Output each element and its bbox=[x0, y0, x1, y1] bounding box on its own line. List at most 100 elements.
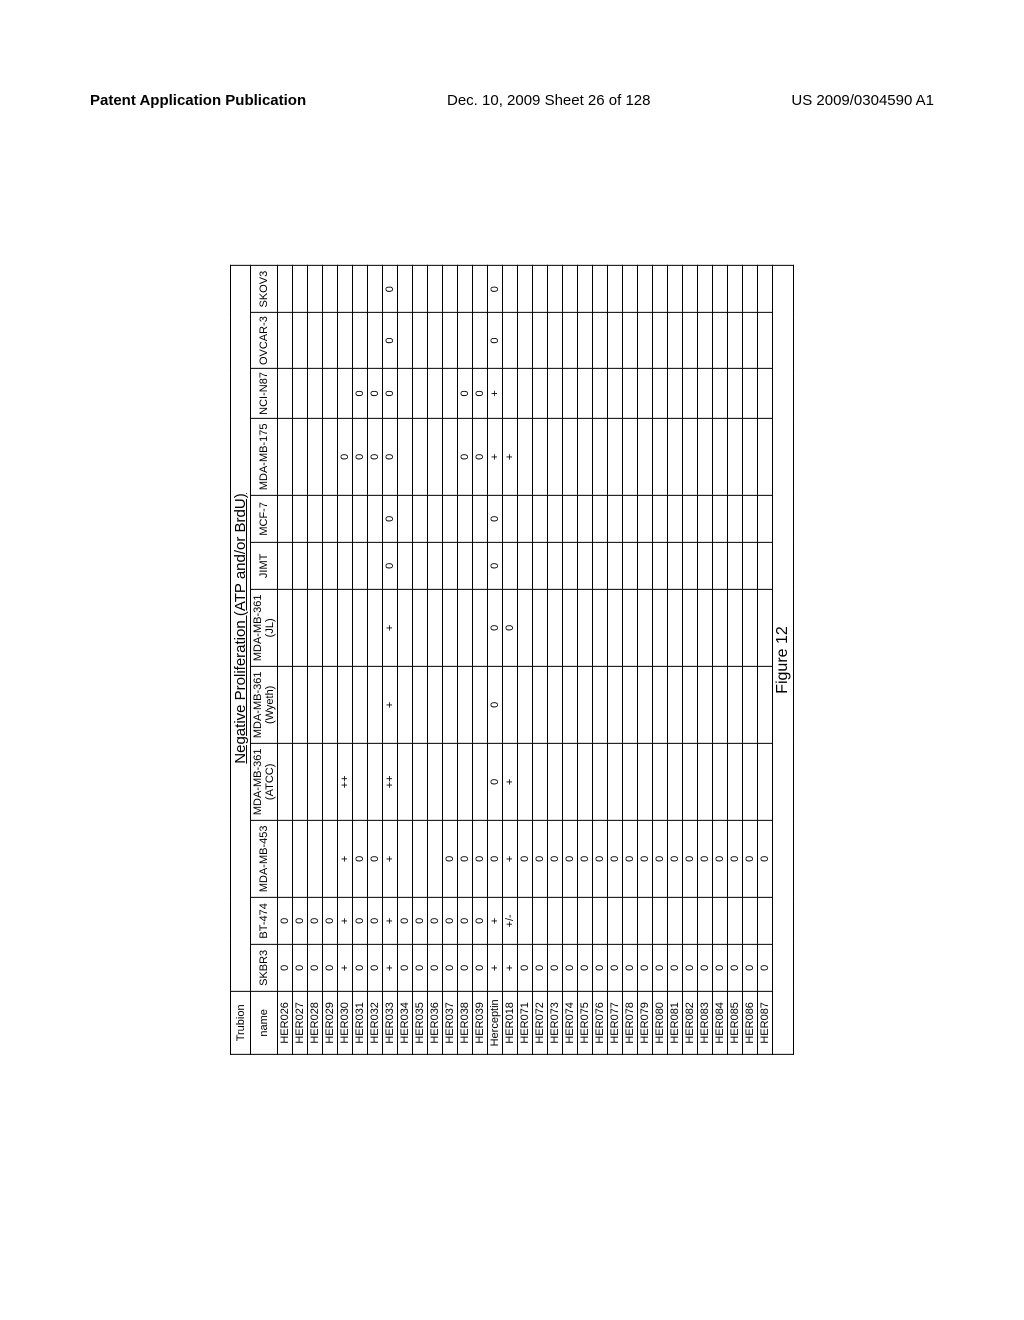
cell bbox=[698, 666, 713, 743]
row-name: HER074 bbox=[563, 991, 578, 1054]
cell: 0 bbox=[743, 944, 758, 991]
cell: 0 bbox=[368, 820, 383, 897]
cell bbox=[353, 666, 368, 743]
cell bbox=[443, 369, 458, 419]
cell: 0 bbox=[668, 944, 683, 991]
row-name: HER075 bbox=[578, 991, 593, 1054]
cell bbox=[608, 897, 623, 944]
cell: 0 bbox=[608, 820, 623, 897]
cell: + bbox=[383, 897, 398, 944]
cell bbox=[758, 542, 773, 589]
row-name: HER027 bbox=[293, 991, 308, 1054]
cell bbox=[458, 666, 473, 743]
cell bbox=[713, 897, 728, 944]
cell: + bbox=[503, 743, 518, 820]
cell bbox=[413, 743, 428, 820]
cell bbox=[353, 266, 368, 313]
cell bbox=[593, 313, 608, 369]
cell bbox=[413, 266, 428, 313]
cell bbox=[398, 418, 413, 495]
cell bbox=[443, 666, 458, 743]
cell bbox=[368, 495, 383, 542]
cell: 0 bbox=[353, 820, 368, 897]
cell bbox=[533, 369, 548, 419]
cell bbox=[293, 820, 308, 897]
cell bbox=[743, 369, 758, 419]
cell bbox=[548, 418, 563, 495]
cell bbox=[668, 495, 683, 542]
row-name: HER029 bbox=[323, 991, 338, 1054]
cell: 0 bbox=[383, 495, 398, 542]
col-mdamb175: MDA-MB-175 bbox=[251, 418, 278, 495]
row-name: HER028 bbox=[308, 991, 323, 1054]
cell bbox=[458, 495, 473, 542]
cell bbox=[473, 666, 488, 743]
table-row: HER03900000 bbox=[473, 266, 488, 1055]
cell bbox=[458, 313, 473, 369]
cell bbox=[698, 495, 713, 542]
cell bbox=[593, 897, 608, 944]
cell bbox=[278, 495, 293, 542]
cell bbox=[428, 666, 443, 743]
cell: 0 bbox=[488, 589, 503, 666]
cell bbox=[308, 666, 323, 743]
cell bbox=[323, 743, 338, 820]
cell bbox=[518, 897, 533, 944]
cell: + bbox=[503, 944, 518, 991]
cell: 0 bbox=[698, 820, 713, 897]
row-name: HER037 bbox=[443, 991, 458, 1054]
cell: 0 bbox=[458, 418, 473, 495]
cell: 0 bbox=[293, 944, 308, 991]
cell bbox=[413, 542, 428, 589]
cell bbox=[563, 589, 578, 666]
row-name: HER033 bbox=[383, 991, 398, 1054]
cell bbox=[413, 369, 428, 419]
cell bbox=[608, 589, 623, 666]
cell bbox=[698, 313, 713, 369]
table-row: HER02600 bbox=[278, 266, 293, 1055]
table-wrap: Trubion Negative Proliferation (ATP and/… bbox=[230, 265, 794, 1055]
row-name: HER086 bbox=[743, 991, 758, 1054]
cell bbox=[653, 666, 668, 743]
cell bbox=[308, 495, 323, 542]
row-name: HER081 bbox=[668, 991, 683, 1054]
table-row: HER08200 bbox=[683, 266, 698, 1055]
cell: 0 bbox=[758, 820, 773, 897]
cell bbox=[623, 495, 638, 542]
table-row: HER08500 bbox=[728, 266, 743, 1055]
cell bbox=[668, 589, 683, 666]
row-name: HER078 bbox=[623, 991, 638, 1054]
cell bbox=[398, 266, 413, 313]
cell bbox=[338, 266, 353, 313]
cell bbox=[323, 495, 338, 542]
cell bbox=[533, 743, 548, 820]
cell bbox=[368, 743, 383, 820]
cell bbox=[593, 418, 608, 495]
row-name: HER084 bbox=[713, 991, 728, 1054]
cell: 0 bbox=[578, 944, 593, 991]
cell bbox=[413, 495, 428, 542]
cell bbox=[293, 369, 308, 419]
cell bbox=[458, 589, 473, 666]
cell bbox=[548, 369, 563, 419]
cell bbox=[593, 495, 608, 542]
cell: 0 bbox=[548, 820, 563, 897]
cell bbox=[668, 418, 683, 495]
cell bbox=[398, 666, 413, 743]
cell: 0 bbox=[683, 944, 698, 991]
cell bbox=[533, 313, 548, 369]
cell bbox=[458, 542, 473, 589]
cell: 0 bbox=[503, 589, 518, 666]
cell: 0 bbox=[638, 820, 653, 897]
cell bbox=[518, 495, 533, 542]
cell bbox=[308, 589, 323, 666]
cell bbox=[458, 743, 473, 820]
cell bbox=[473, 589, 488, 666]
col-ovcar3: OVCAR-3 bbox=[251, 313, 278, 369]
cell bbox=[503, 495, 518, 542]
cell bbox=[548, 743, 563, 820]
cell bbox=[713, 313, 728, 369]
cell bbox=[638, 589, 653, 666]
cell bbox=[563, 369, 578, 419]
cell bbox=[638, 369, 653, 419]
